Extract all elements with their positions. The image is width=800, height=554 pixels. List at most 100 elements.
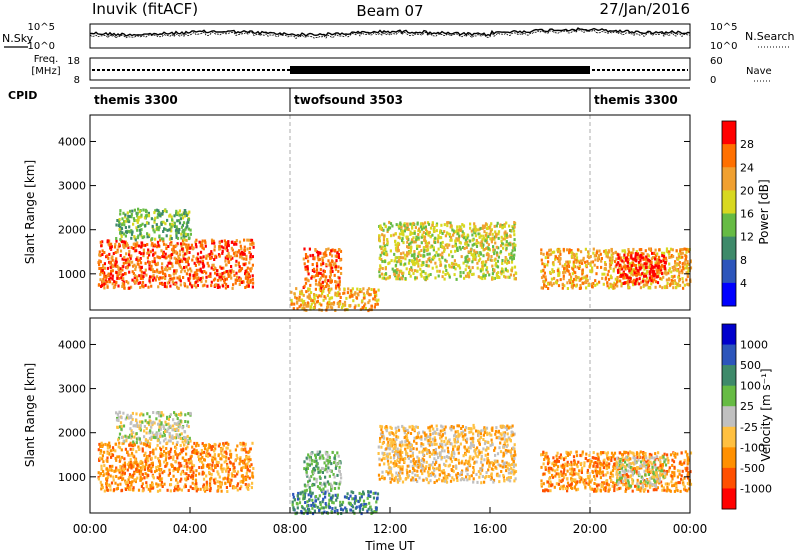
scatter-cell xyxy=(172,282,175,286)
scatter-cell xyxy=(414,269,417,273)
scatter-cell xyxy=(367,493,370,497)
scatter-cell xyxy=(555,281,558,285)
scatter-cell xyxy=(405,468,408,472)
scatter-cell xyxy=(243,252,246,256)
scatter-cell xyxy=(138,274,141,278)
scatter-cell xyxy=(326,294,329,297)
scatter-cell xyxy=(379,224,382,228)
scatter-cell xyxy=(111,464,114,468)
scatter-cell xyxy=(474,258,477,261)
scatter-cell xyxy=(132,473,135,477)
scatter-cell xyxy=(513,253,516,257)
scatter-cell xyxy=(409,250,412,254)
scatter-cell xyxy=(182,221,186,225)
scatter-cell xyxy=(325,282,329,286)
scatter-cell xyxy=(493,248,496,252)
scatter-cell xyxy=(137,462,140,466)
scatter-cell xyxy=(170,225,173,229)
scatter-cell xyxy=(176,469,180,473)
scatter-cell xyxy=(223,450,226,454)
scatter-cell xyxy=(306,500,309,504)
scatter-cell xyxy=(141,461,144,465)
scatter-cell xyxy=(232,467,235,471)
scatter-cell xyxy=(106,483,110,487)
scatter-cell xyxy=(194,243,198,246)
scatter-cell xyxy=(122,280,125,284)
scatter-cell xyxy=(128,465,131,469)
scatter-cell xyxy=(157,422,160,426)
scatter-cell xyxy=(127,214,130,218)
scatter-cell xyxy=(374,290,378,294)
scatter-cell xyxy=(249,267,252,271)
scatter-cell xyxy=(106,280,109,284)
scatter-cell xyxy=(474,227,478,231)
scatter-cell xyxy=(332,501,335,505)
scatter-cell xyxy=(632,263,636,267)
scatter-cell xyxy=(400,225,403,229)
scatter-cell xyxy=(482,428,486,432)
scatter-cell xyxy=(626,264,629,268)
scatter-cell xyxy=(203,450,206,454)
scatter-cell xyxy=(318,294,321,298)
scatter-cell xyxy=(229,455,233,459)
scatter-cell xyxy=(185,472,188,476)
scatter-cell xyxy=(152,452,155,456)
scatter-cell xyxy=(469,239,472,243)
scatter-cell xyxy=(192,471,195,475)
scatter-cell xyxy=(362,287,365,291)
scatter-cell xyxy=(409,232,412,236)
scatter-cell xyxy=(143,435,146,439)
scatter-cell xyxy=(487,247,490,251)
scatter-cell xyxy=(475,250,478,254)
scatter-cell xyxy=(307,463,310,467)
scatter-cell xyxy=(222,246,225,250)
scatter-cell xyxy=(395,243,398,247)
scatter-cell xyxy=(461,223,464,227)
freq-panel: Freq. [MHz] 18 8 60 0 Nave xyxy=(31,54,772,86)
scatter-cell xyxy=(681,280,685,284)
scatter-cell xyxy=(426,230,429,234)
scatter-cell xyxy=(635,282,638,286)
scatter-cell xyxy=(138,472,141,476)
scatter-cell xyxy=(592,247,595,251)
scatter-cell xyxy=(197,260,200,264)
scatter-cell xyxy=(423,235,427,239)
scatter-cell xyxy=(424,271,427,275)
scatter-cell xyxy=(540,251,543,255)
scatter-cell xyxy=(448,253,451,257)
scatter-cell xyxy=(227,260,230,264)
scatter-cell xyxy=(459,270,462,274)
scatter-cell xyxy=(581,276,584,280)
scatter-cell xyxy=(102,277,105,281)
scatter-cell xyxy=(506,243,509,247)
scatter-cell xyxy=(318,257,321,261)
scatter-cell xyxy=(314,456,317,459)
scatter-cell xyxy=(158,271,161,274)
scatter-cell xyxy=(475,245,479,248)
scatter-cell xyxy=(115,237,118,240)
scatter-cell xyxy=(129,441,132,445)
scatter-cell xyxy=(452,465,455,469)
scatter-cell xyxy=(614,277,617,281)
scatter-cell xyxy=(150,217,153,221)
scatter-cell xyxy=(202,477,206,481)
scatter-cell xyxy=(610,275,613,279)
scatter-cell xyxy=(402,263,405,267)
scatter-cell xyxy=(412,259,415,263)
scatter-cell xyxy=(327,454,331,458)
scatter-cell xyxy=(229,481,232,485)
scatter-cell xyxy=(415,276,418,280)
scatter-cell xyxy=(176,251,179,255)
scatter-cell xyxy=(397,256,400,259)
scatter-cell xyxy=(213,442,216,446)
scatter-cell xyxy=(581,261,584,265)
scatter-cell xyxy=(145,427,148,431)
scatter-cell xyxy=(646,253,649,257)
scatter-cell xyxy=(217,283,220,287)
scatter-cell xyxy=(450,235,453,239)
scatter-cell xyxy=(405,443,409,447)
scatter-cell xyxy=(510,425,513,429)
scatter-cell xyxy=(220,239,223,243)
scatter-cell xyxy=(505,428,509,431)
scatter-cell xyxy=(199,452,202,456)
